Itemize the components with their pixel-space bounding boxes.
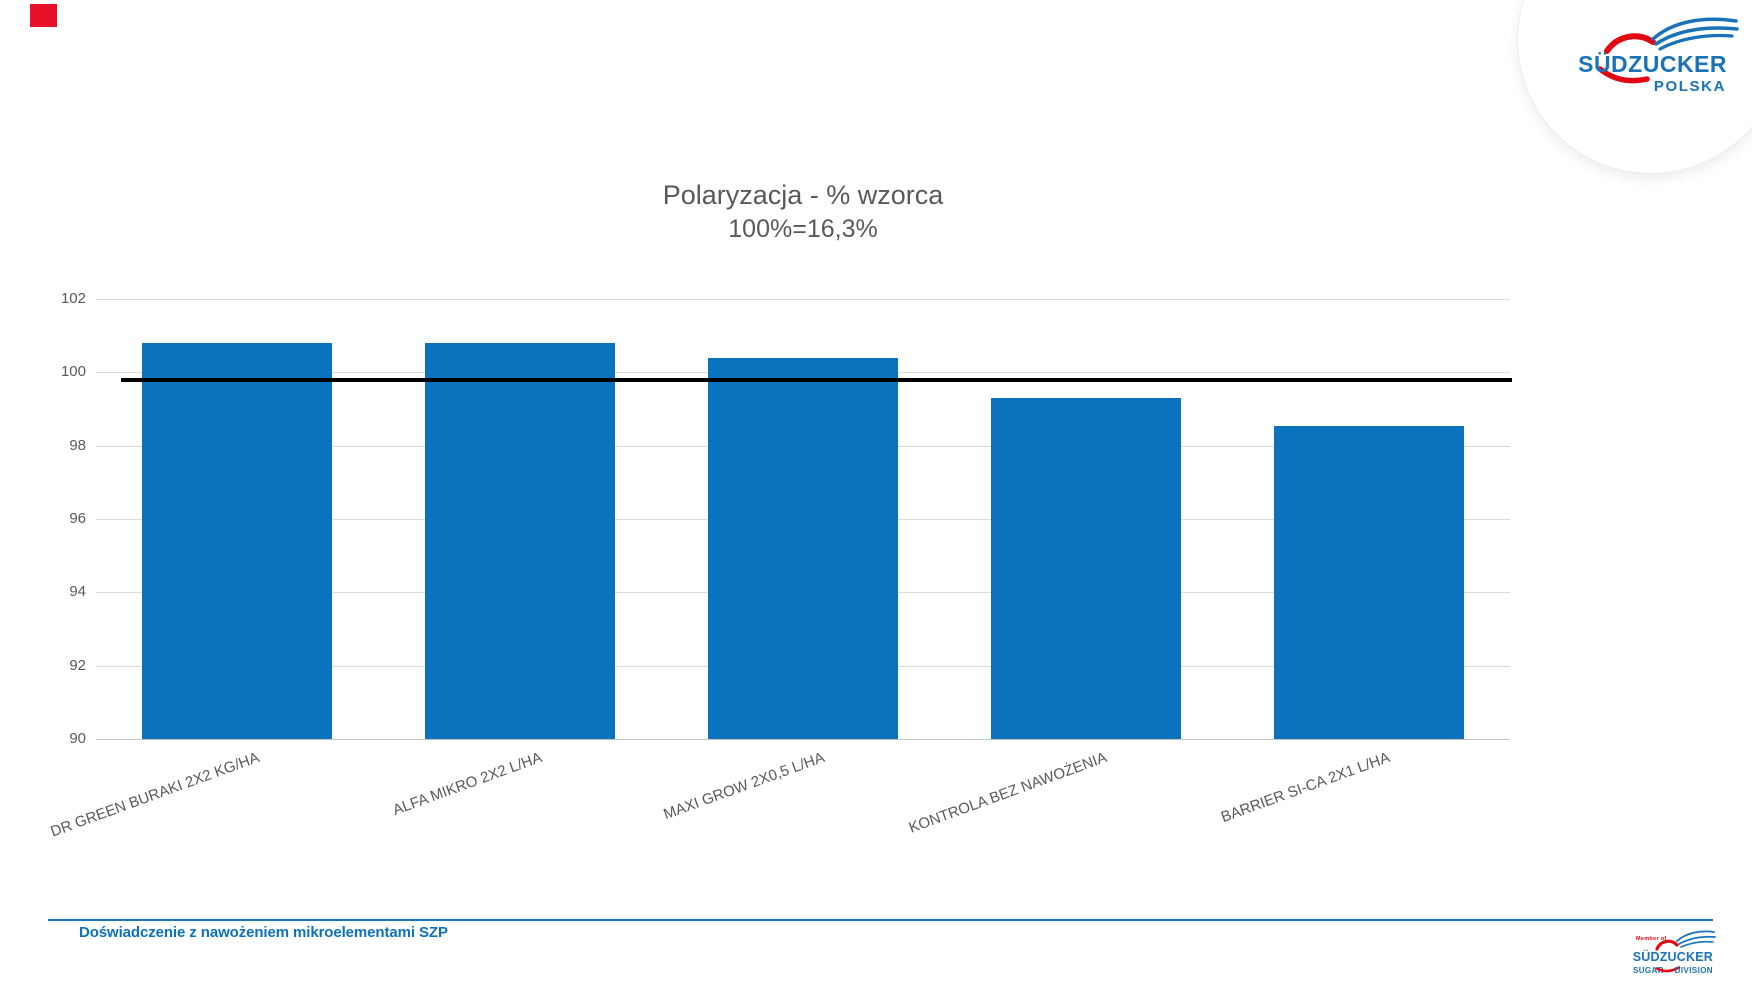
member-of-label: Member of: [1636, 936, 1667, 942]
y-tick-label: 98: [69, 436, 86, 454]
brand-feather-icon: [1678, 935, 1716, 945]
gridline: [96, 739, 1510, 740]
brand-feather-icon: [1676, 930, 1715, 942]
y-tick-label: 94: [69, 583, 86, 601]
bar: [708, 357, 898, 739]
brand-swoosh-red-bottom-icon: [1597, 66, 1650, 84]
category-label: DR GREEN BURAKI 2X2 KG/HA: [47, 749, 262, 841]
gridline: [96, 299, 1510, 300]
chart-title: Polaryzacja - % wzorca: [662, 180, 944, 210]
footer-divider: [48, 919, 1713, 921]
brand-swoosh-red-top-icon: [1604, 33, 1656, 54]
chart-title-block: Polaryzacja - % wzorca 100%=16,3%: [96, 178, 1510, 246]
sudzucker-division-logo: Member of SÜDZUCKER SUGAR DIVISION: [1633, 930, 1716, 975]
y-tick-label: 102: [60, 290, 86, 307]
brand-feather-icon: [1680, 940, 1714, 948]
chart-subtitle: 100%=16,3%: [728, 215, 878, 243]
category-label: MAXI GROW 2X0,5 L/HA: [661, 749, 827, 824]
y-tick-label: 96: [69, 510, 86, 527]
bar: [1273, 425, 1464, 739]
y-tick-label: 90: [69, 730, 86, 747]
brand-feather-icon: [1658, 33, 1734, 51]
brand-subname: POLSKA: [1654, 78, 1726, 95]
bar: [425, 343, 616, 739]
brand-swoosh-red-top-icon: [1655, 939, 1679, 951]
brand-name: SÜDZUCKER: [1633, 949, 1713, 964]
division-right-label: DIVISION: [1675, 966, 1713, 975]
division-swoosh-red-icon: [1655, 966, 1681, 973]
bar: [990, 398, 1181, 739]
slide-corner-marker: [30, 4, 57, 27]
y-tick-label: 92: [69, 656, 86, 674]
bar: [142, 343, 333, 739]
brand-feather-icon: [1654, 26, 1739, 46]
category-label: BARRIER SI-CA 2X1 L/HA: [1218, 749, 1393, 826]
category-label: KONTROLA BEZ NAWOŻENIA: [906, 749, 1110, 837]
reference-line: [121, 377, 1512, 382]
sudzucker-polska-logo: SÜDZUCKER POLSKA: [1578, 17, 1739, 95]
category-label: ALFA MIKRO 2X2 L/HA: [390, 749, 545, 819]
plot-area: 90 92 94 96 98 100 102 DR GREEN BURAKI 2X2 KG/H…: [48, 290, 1512, 841]
footer-caption: Doświadczenie z nawożeniem mikroelementa…: [79, 924, 448, 941]
division-left-label: SUGAR: [1633, 966, 1664, 975]
y-tick-label: 100: [60, 363, 86, 381]
brand-feather-icon: [1651, 17, 1738, 41]
brand-name: SÜDZUCKER: [1578, 51, 1727, 77]
